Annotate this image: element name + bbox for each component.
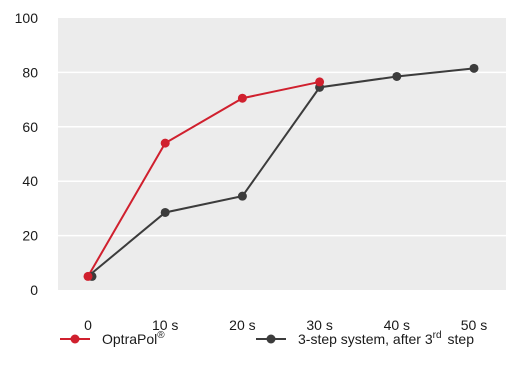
point-3-step-system-50-s bbox=[469, 63, 479, 73]
series-line-optrapol bbox=[87, 80, 320, 277]
x-tick-label-0: 0 bbox=[84, 317, 92, 333]
point-3-step-system-10-s bbox=[160, 207, 170, 217]
point-optrapol-10-s bbox=[160, 138, 170, 148]
plot-area bbox=[58, 18, 506, 290]
legend-marker-3-step-system bbox=[266, 334, 276, 344]
y-tick-label-80: 80 bbox=[22, 64, 38, 80]
y-tick-label-40: 40 bbox=[22, 173, 38, 189]
legend-label-3-step-system: 3-step system, after 3rd step bbox=[298, 330, 474, 347]
x-tick-label-40-s: 40 s bbox=[384, 317, 410, 333]
y-tick-label-100: 100 bbox=[15, 10, 39, 26]
y-tick-label-20: 20 bbox=[22, 228, 38, 244]
legend-item-optrapol: OptraPol® bbox=[60, 330, 165, 347]
y-tick-label-0: 0 bbox=[30, 282, 38, 298]
series-points bbox=[83, 63, 479, 281]
point-optrapol-30-s bbox=[315, 77, 325, 87]
x-tick-label-20-s: 20 s bbox=[229, 317, 255, 333]
legend-label-optrapol: OptraPol® bbox=[102, 330, 165, 347]
x-tick-label-50-s: 50 s bbox=[461, 317, 487, 333]
point-optrapol-0 bbox=[83, 271, 93, 281]
legend-item-3-step-system: 3-step system, after 3rd step bbox=[256, 330, 474, 347]
series-lines bbox=[87, 67, 475, 278]
point-3-step-system-20-s bbox=[237, 191, 247, 201]
point-optrapol-20-s bbox=[237, 93, 247, 103]
point-3-step-system-40-s bbox=[392, 71, 402, 81]
legend-marker-optrapol bbox=[70, 334, 80, 344]
legend: OptraPol® 3-step system, after 3rd step bbox=[60, 330, 474, 347]
y-axis-ticks: 0 20 40 60 80 100 bbox=[15, 10, 39, 298]
x-tick-label-10-s: 10 s bbox=[152, 317, 178, 333]
x-tick-label-30-s: 30 s bbox=[306, 317, 332, 333]
x-axis-ticks: 0 10 s 20 s 30 s 40 s 50 s bbox=[84, 317, 487, 333]
y-tick-label-60: 60 bbox=[22, 119, 38, 135]
series-line-3-step-system bbox=[87, 67, 475, 278]
